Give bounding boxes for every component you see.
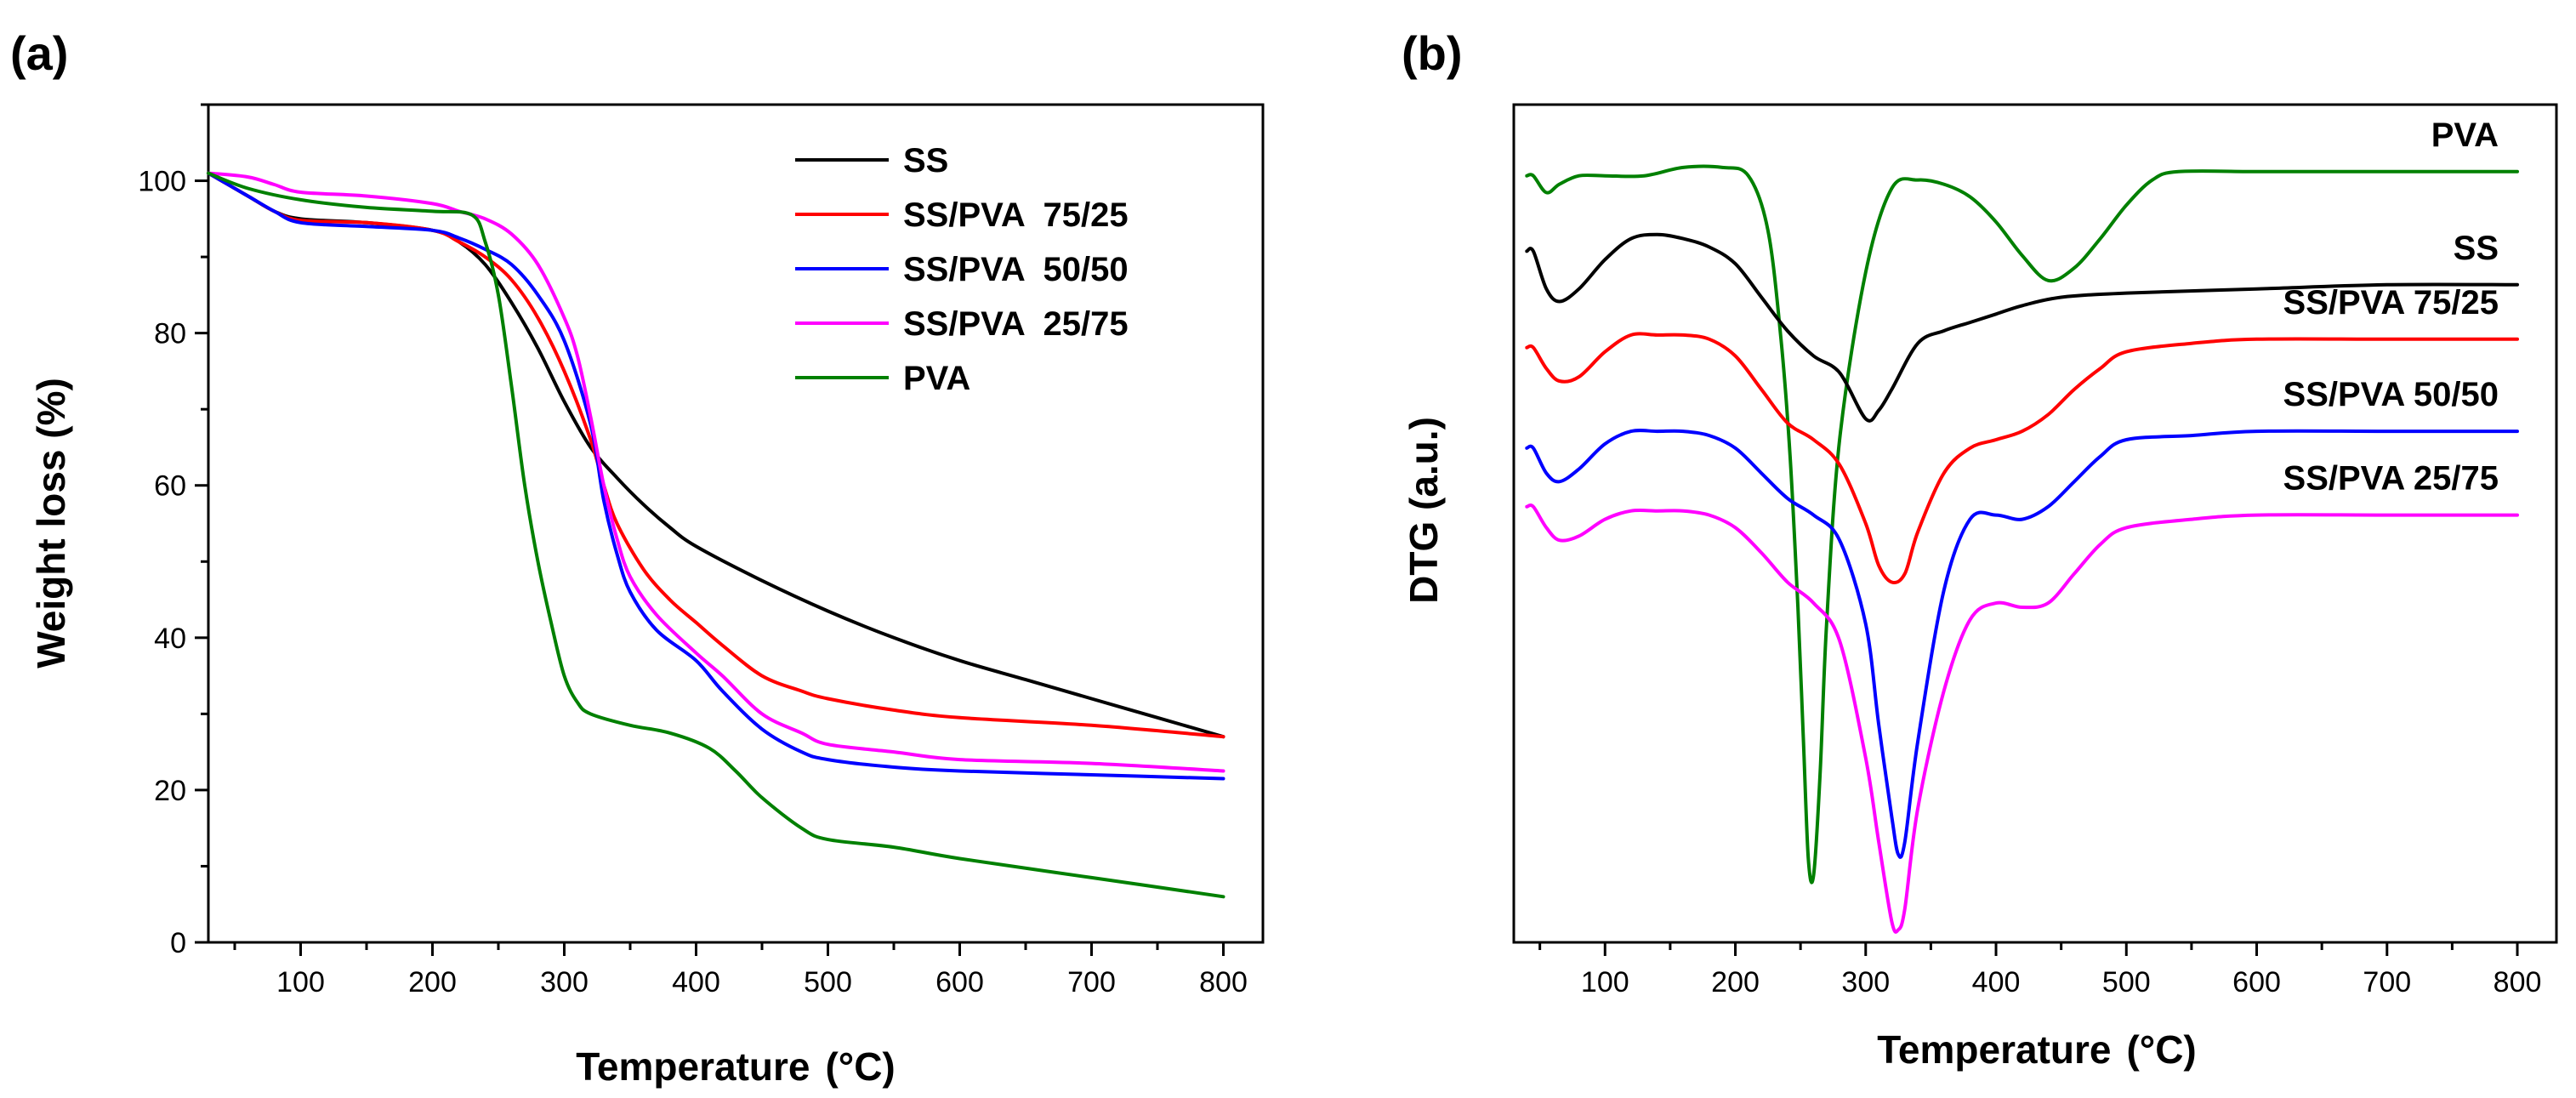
panel-b-curve-labels: PVA SS SS/PVA 75/25 SS/PVA 50/50 SS/PVA 25/7…	[2283, 117, 2499, 498]
series-line-ss-pva-75-25	[1525, 332, 2519, 585]
series-line-ss-pva-25-75	[1525, 503, 2519, 934]
panel-a-frame	[207, 103, 1265, 944]
curve-label: SS	[2454, 230, 2499, 267]
x-tick-label: 400	[1972, 966, 2021, 998]
panel-a-ticks: 100 200 300 400 500 600 700 800 0 20 40 60 80 100	[138, 103, 1248, 998]
series-line-pva	[1525, 164, 2519, 885]
panel-b-series	[1525, 164, 2519, 934]
x-tick-label: 300	[540, 966, 589, 998]
panel-a-x-axis-title: Temperature (°C)	[576, 1044, 896, 1089]
curve-label: SS/PVA 75/25	[2283, 284, 2499, 321]
curve-label: PVA	[2431, 117, 2499, 154]
legend-label: SS/PVA 75/25	[903, 196, 1129, 234]
panel-b-ticks: 100 200 300 400 500 600 700 800	[1538, 942, 2542, 998]
panel-b: (b) 100 200 300 400 500 600 700 800 PVA SS SS/PVA…	[1402, 26, 2558, 1072]
x-tick-label: 100	[1581, 966, 1629, 998]
y-tick-label: 60	[154, 470, 186, 503]
y-tick-label: 80	[154, 318, 186, 350]
x-tick-label: 700	[2363, 966, 2411, 998]
x-tick-label: 800	[1199, 966, 1248, 998]
panel-a-legend: SS SS/PVA 75/25 SS/PVA 50/50 SS/PVA 25/75 PV…	[795, 142, 1129, 397]
x-tick-label: 500	[2102, 966, 2151, 998]
series-line-ss-pva-50-50	[207, 171, 1225, 781]
x-tick-label: 800	[2494, 966, 2542, 998]
y-tick-label: 40	[154, 623, 186, 655]
x-tick-label: 300	[1841, 966, 1890, 998]
series-line-ss-pva-50-50	[1525, 429, 2519, 859]
legend-label: SS	[903, 142, 948, 179]
y-tick-label: 100	[138, 166, 186, 198]
legend-label: SS/PVA 25/75	[903, 305, 1129, 343]
panel-a-y-axis-title: Weight loss (%)	[29, 378, 73, 668]
series-line-pva	[207, 171, 1225, 899]
series-line-ss-pva-25-75	[207, 171, 1225, 773]
x-tick-label: 200	[408, 966, 457, 998]
curve-label: SS/PVA 50/50	[2283, 376, 2499, 413]
panel-a-label: (a)	[10, 26, 68, 80]
panel-a-series	[207, 171, 1225, 899]
panel-b-y-axis-title: DTG (a.u.)	[1402, 417, 1446, 604]
x-tick-label: 600	[2232, 966, 2281, 998]
panel-a: (a) 100 200 300 400 500 600 700 800020406080100…	[10, 26, 1265, 1089]
x-tick-label: 400	[672, 966, 720, 998]
x-tick-label: 500	[804, 966, 852, 998]
panel-b-label: (b)	[1402, 26, 1463, 80]
x-tick-label: 700	[1067, 966, 1116, 998]
legend-label: PVA	[903, 360, 970, 397]
x-tick-label: 100	[276, 966, 325, 998]
x-tick-label: 600	[935, 966, 984, 998]
curve-label: SS/PVA 25/75	[2283, 460, 2499, 498]
x-tick-label: 200	[1711, 966, 1760, 998]
panel-b-x-axis-title: Temperature (°C)	[1877, 1027, 2197, 1072]
y-tick-label: 0	[170, 927, 186, 959]
panel-b-frame	[1512, 103, 2558, 944]
legend-label: SS/PVA 50/50	[903, 251, 1129, 288]
series-line-ss	[1525, 232, 2519, 423]
y-tick-label: 20	[154, 775, 186, 807]
